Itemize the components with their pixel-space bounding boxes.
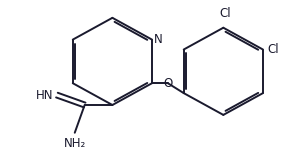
Text: O: O (163, 77, 172, 90)
Text: Cl: Cl (267, 43, 278, 56)
Text: HN: HN (35, 89, 53, 102)
Text: NH₂: NH₂ (64, 137, 86, 150)
Text: N: N (154, 33, 162, 46)
Text: Cl: Cl (220, 7, 231, 20)
